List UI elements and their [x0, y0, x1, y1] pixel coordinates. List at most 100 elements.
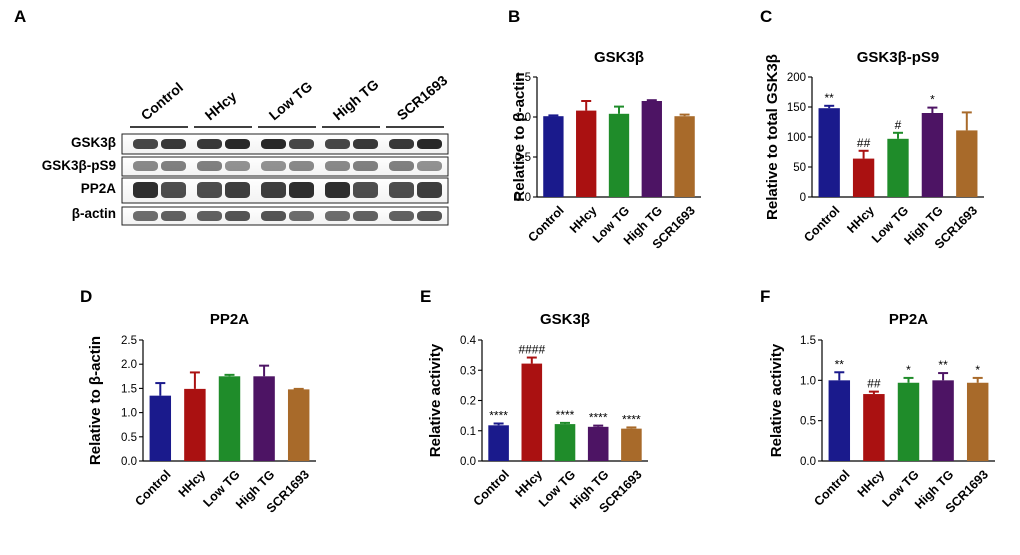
blot-lane-label: HHcy [202, 88, 240, 123]
y-axis-label: Relative activity [768, 343, 785, 457]
y-axis-label: Relative to total GSK3β [764, 54, 781, 220]
panel-letter: B [508, 7, 520, 26]
bar-control [818, 108, 840, 197]
bar-hhcy [852, 158, 875, 197]
western-blot-panel: A Control HHcy Low TG High TG SCR1693 GSK3β … [14, 7, 451, 226]
bar-high-tg [641, 101, 662, 197]
y-tick-label: 0.0 [121, 456, 137, 468]
chart-title: PP2A [889, 311, 928, 328]
blot-band [133, 139, 158, 149]
y-tick-label: 1.0 [515, 112, 531, 124]
panel-letter: E [420, 287, 431, 306]
x-category-label: HHcy [176, 467, 209, 500]
panel-letter-a: A [14, 7, 26, 26]
y-tick-label: 1.5 [121, 383, 137, 395]
y-tick-label: 2.0 [121, 359, 137, 371]
bar-scr1693 [621, 428, 642, 461]
y-axis-label: Relative activity [427, 343, 444, 457]
y-tick-label: 0 [800, 192, 806, 204]
y-tick-label: 1.0 [800, 375, 816, 387]
blot-band [389, 161, 414, 171]
blot-band [161, 139, 186, 149]
y-tick-label: 0.5 [515, 152, 531, 164]
blot-band [289, 211, 314, 221]
significance-marker: * [906, 363, 911, 377]
bar-control [149, 395, 172, 461]
bar-scr1693 [674, 116, 695, 197]
significance-marker: #### [518, 343, 545, 357]
y-tick-label: 0.3 [460, 365, 476, 377]
significance-marker: ## [867, 377, 881, 391]
y-tick-label: 50 [793, 162, 806, 174]
bar-scr1693 [966, 382, 989, 461]
significance-marker: **** [489, 408, 508, 422]
blot-band [261, 211, 286, 221]
blot-row-label-pp2a: PP2A [81, 181, 117, 196]
y-axis-label: Relative to β-actin [87, 336, 104, 465]
bar-high-tg [253, 376, 275, 461]
blot-band [197, 182, 222, 198]
blot-bands [133, 139, 442, 221]
significance-marker: ** [938, 358, 948, 372]
bar-hhcy [576, 110, 597, 197]
blot-lane-label: SCR1693 [394, 72, 451, 123]
blot-row-label-beta-actin: β-actin [72, 206, 116, 221]
bar-control [828, 380, 851, 461]
panel-letter: C [760, 7, 772, 26]
chart-title: GSK3β-pS9 [857, 49, 940, 66]
y-tick-label: 1.5 [515, 72, 531, 84]
y-tick-label: 0.5 [121, 432, 137, 444]
blot-band [289, 161, 314, 171]
significance-marker: **** [556, 408, 575, 422]
significance-marker: ## [857, 136, 871, 150]
blot-band [225, 139, 250, 149]
bar-control [488, 425, 509, 461]
blot-row-label-gsk3b: GSK3β [71, 135, 116, 150]
bar-low-tg [897, 382, 920, 461]
y-tick-label: 0.0 [460, 456, 476, 468]
significance-marker: ** [825, 91, 835, 105]
blot-lane-label: High TG [330, 76, 382, 123]
y-tick-label: 0.5 [800, 416, 816, 428]
bar-chart-panels: B GSK3β Relative to β-actin 0.0 0.5 1.0 1.5 Con… [80, 7, 995, 516]
blot-band [417, 182, 442, 198]
y-axis-label: Relative to β-actin [511, 72, 528, 201]
x-category-label: Control [811, 467, 852, 508]
blot-lane-label: Low TG [266, 78, 316, 123]
bar-control [543, 116, 564, 197]
blot-band [289, 182, 314, 198]
significance-marker: **** [589, 411, 608, 425]
chart-title: GSK3β [540, 311, 590, 328]
significance-marker: * [930, 93, 935, 107]
x-category-label: Control [471, 467, 512, 508]
y-tick-label: 200 [787, 72, 806, 84]
x-category-label: Control [132, 467, 173, 508]
blot-band [197, 139, 222, 149]
blot-band [353, 182, 378, 198]
bar-high-tg [932, 380, 954, 461]
chart-panel-d: D PP2A Relative to β-actin 0.0 0.5 1.0 1.5 2.0 2… [80, 287, 316, 516]
y-tick-label: 2.5 [121, 335, 137, 347]
blot-band [389, 139, 414, 149]
blot-band [417, 211, 442, 221]
chart-panel-e: E GSK3β Relative activity 0.0 0.1 0.2 0.3 0.4 **… [420, 287, 648, 516]
bar-low-tg [218, 376, 241, 461]
y-tick-label: 0.2 [460, 396, 476, 408]
x-category-label: HHcy [844, 203, 877, 236]
blot-band [197, 161, 222, 171]
y-tick-label: 150 [787, 102, 806, 114]
bar-low-tg [887, 138, 909, 197]
blot-band [325, 211, 350, 221]
blot-band [225, 211, 250, 221]
bar-hhcy [184, 388, 206, 461]
y-tick-label: 1.5 [800, 335, 816, 347]
y-tick-label: 0.1 [460, 426, 476, 438]
blot-band [417, 139, 442, 149]
bar-high-tg [587, 426, 609, 461]
bar-scr1693 [287, 389, 310, 461]
chart-panel-c: C GSK3β-pS9 Relative to total GSK3β 0 50 100 1… [760, 7, 984, 252]
blot-band [389, 182, 414, 198]
blot-band [289, 139, 314, 149]
